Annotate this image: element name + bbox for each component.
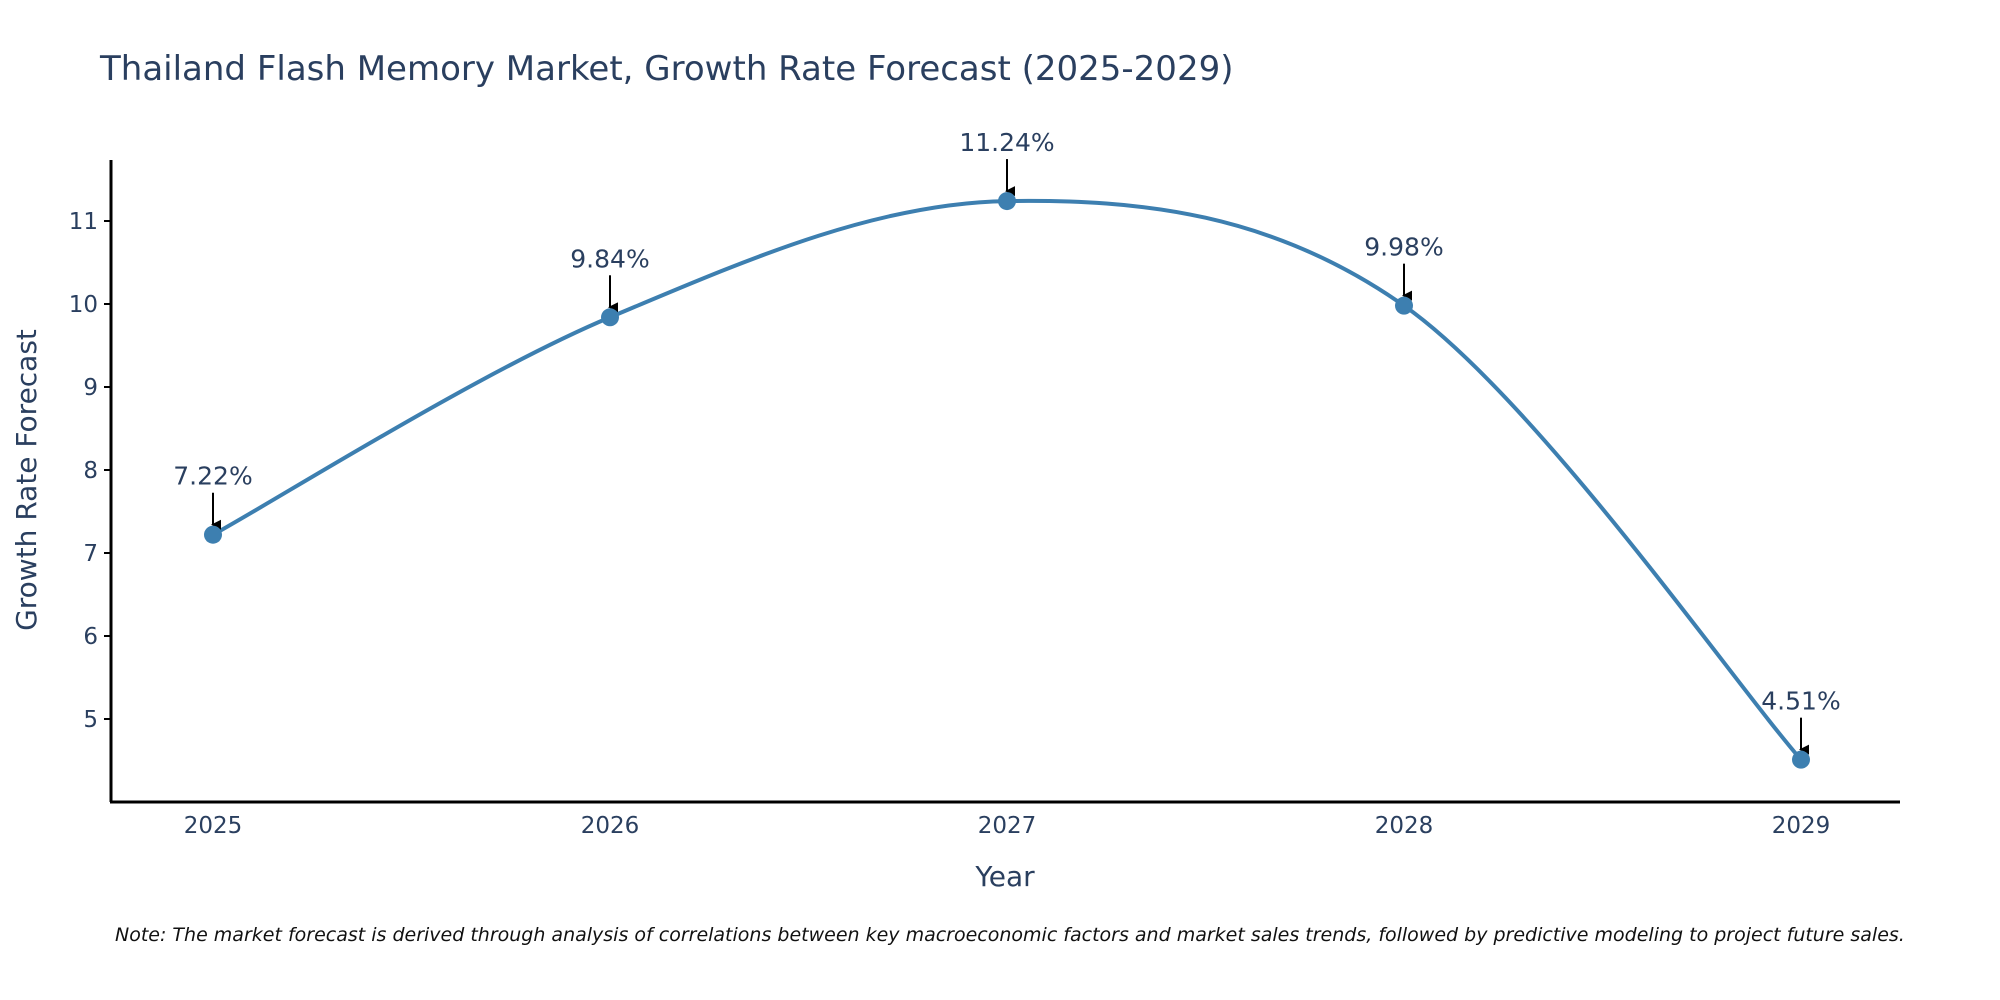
data-label: 11.24% [959,128,1054,157]
data-point[interactable] [601,308,619,327]
data-point[interactable] [1395,296,1413,315]
y-tick-label: 10 [69,292,98,318]
footnote: Note: The market forecast is derived thr… [115,924,1905,946]
y-axis-title: Growth Rate Forecast [10,329,43,631]
data-point[interactable] [998,192,1016,211]
data-annotations: 7.22% 9.84% 11.24% 9.98% 4.51% [173,128,1841,755]
data-label: 9.84% [570,244,649,273]
data-label: 9.98% [1364,233,1443,262]
y-tick-label: 9 [83,375,98,401]
y-tick-labels: 5 6 7 8 9 10 11 [69,209,111,733]
series-line [212,198,1803,761]
plot-area: 5 6 7 8 9 10 11 2025 2026 2027 2028 2029 7.22% 9.84… [69,128,1900,839]
x-axis-title: Year [974,860,1035,893]
y-tick-label: 11 [69,209,98,235]
x-tick-label: 2027 [978,813,1037,839]
data-point[interactable] [204,525,222,544]
x-tick-label: 2028 [1375,813,1434,839]
x-tick-label: 2026 [581,813,640,839]
y-tick-label: 7 [83,541,98,567]
y-tick-label: 6 [83,624,98,650]
data-label: 4.51% [1761,687,1840,716]
data-point[interactable] [1792,750,1810,769]
y-tick-label: 8 [83,458,98,484]
chart-title: Thailand Flash Memory Market, Growth Rat… [99,49,1233,89]
y-tick-label: 5 [83,707,98,733]
data-markers [204,192,1810,769]
x-tick-labels: 2025 2026 2027 2028 2029 [184,813,1831,839]
data-label: 7.22% [173,462,252,491]
x-tick-label: 2025 [184,813,243,839]
x-tick-label: 2029 [1772,813,1831,839]
